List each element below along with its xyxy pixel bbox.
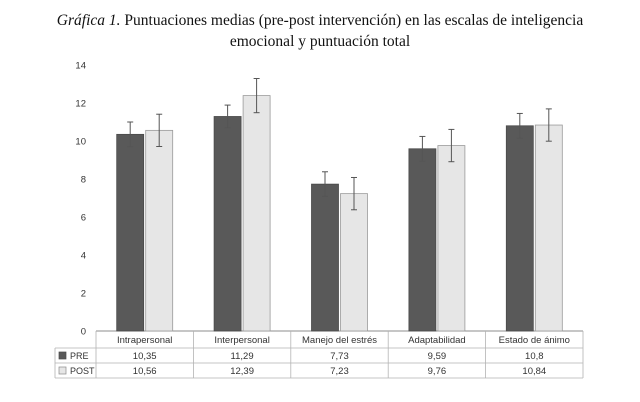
figure-caption: Gráfica 1. Puntuaciones medias (pre-post… — [0, 10, 640, 52]
y-tick-label: 6 — [81, 213, 86, 224]
y-tick-label: 4 — [81, 251, 86, 262]
caption-text: Puntuaciones medias (pre-post intervenci… — [120, 12, 584, 29]
y-tick-label: 2 — [81, 289, 86, 300]
table-value: 10,8 — [525, 351, 544, 362]
x-tick-label: Manejo del estrés — [302, 335, 377, 346]
legend-swatch-pre — [58, 351, 67, 360]
x-tick-label: Interpersonal — [214, 335, 269, 346]
bar-pre-2 — [213, 116, 242, 332]
table-value: 12,39 — [230, 366, 254, 377]
caption-text-line2: emocional y puntuación total — [229, 33, 411, 50]
y-tick-label: 12 — [75, 99, 86, 110]
table-value: 10,35 — [133, 351, 157, 362]
table-value: 10,84 — [522, 366, 546, 377]
table-value: 11,29 — [231, 351, 254, 362]
table-value: 10,56 — [133, 366, 157, 377]
bar-post-1 — [145, 129, 174, 332]
table-value: 9,59 — [428, 351, 447, 362]
legend-label-pre: PRE — [70, 351, 89, 361]
legend-label-post: POST — [70, 366, 95, 376]
bar-post-2 — [242, 95, 271, 332]
y-tick-label: 8 — [81, 175, 86, 186]
bar-post-3 — [340, 193, 368, 332]
legend-swatch-post — [58, 366, 67, 375]
x-tick-label: Adaptabilidad — [408, 335, 466, 346]
table-value: 9,76 — [428, 366, 447, 377]
bar-pre-4 — [408, 148, 437, 332]
x-tick-label: Intrapersonal — [117, 335, 172, 346]
y-tick-label: 10 — [75, 137, 86, 148]
table-value: 7,23 — [330, 366, 349, 377]
bar-pre-5 — [505, 125, 534, 332]
caption-label: Gráfica 1. — [56, 12, 121, 29]
y-tick-label: 14 — [75, 61, 86, 72]
bar-post-4 — [437, 145, 466, 332]
x-tick-label: Estado de ánimo — [499, 335, 570, 346]
bar-pre-1 — [116, 133, 145, 332]
table-value: 7,73 — [330, 351, 349, 362]
bar-post-5 — [534, 124, 563, 332]
y-tick-label: 0 — [81, 327, 86, 338]
bar-pre-3 — [311, 183, 339, 332]
